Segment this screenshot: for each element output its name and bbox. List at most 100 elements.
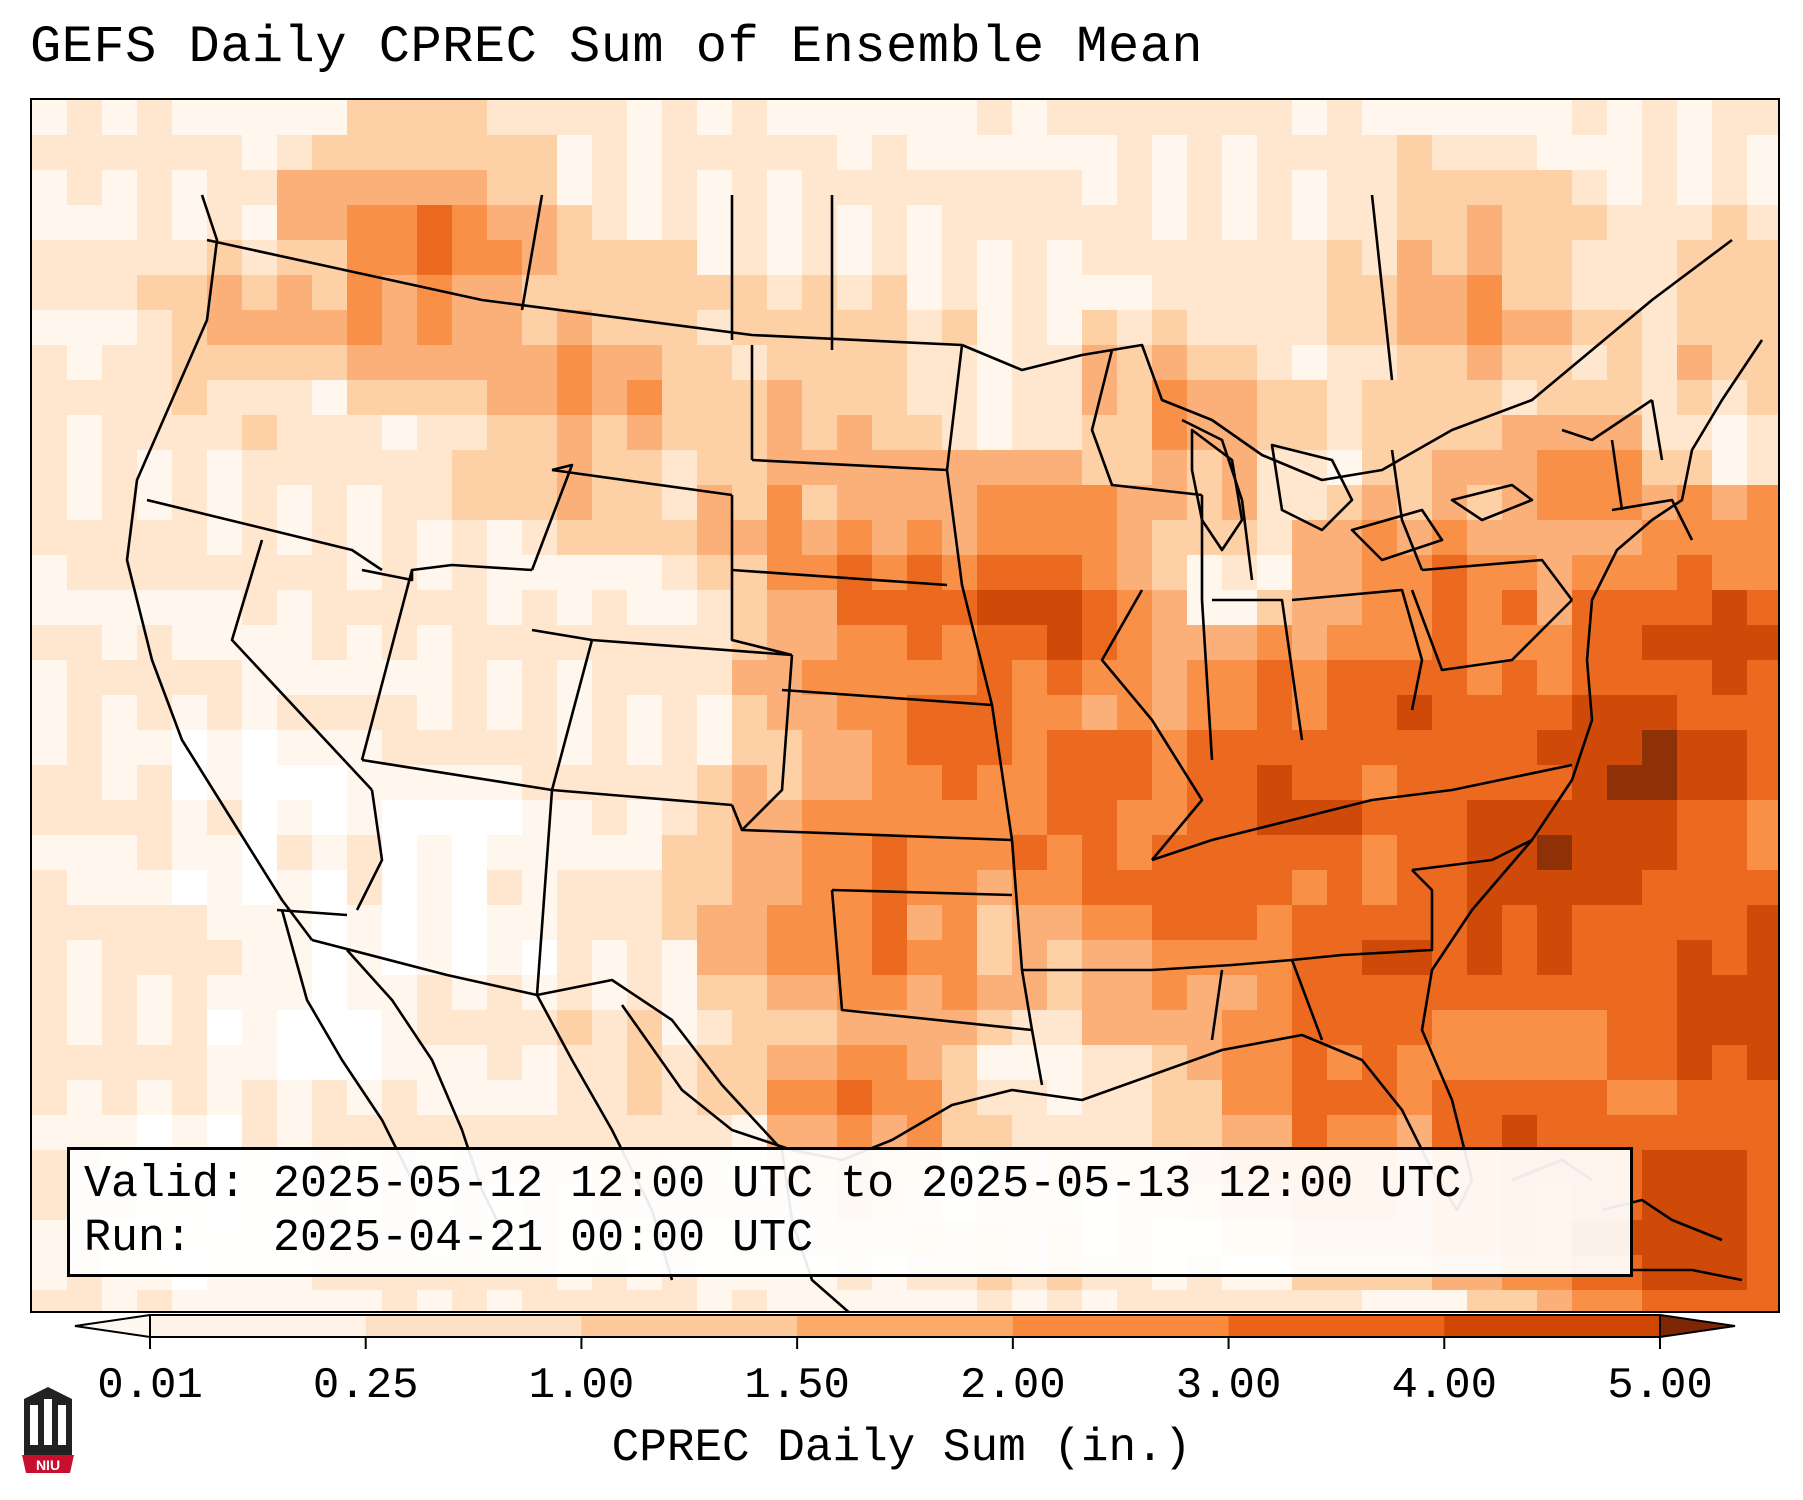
precip-cell [417,695,453,731]
precip-cell [1222,100,1258,136]
precip-cell [277,345,313,381]
precip-cell [767,800,803,836]
precip-cell [137,310,173,346]
precip-cell [487,1010,523,1046]
precip-cell [942,1010,978,1046]
precip-cell [67,415,103,451]
precip-cell [1572,135,1608,171]
precip-cell [67,310,103,346]
precip-cell [837,135,873,171]
precip-cell [1012,1045,1048,1081]
precip-cell [1747,345,1778,381]
precip-cell [1502,975,1538,1011]
precip-cell [172,1290,208,1311]
precip-cell [872,1290,908,1311]
precip-cell [312,170,348,206]
map-title: GEFS Daily CPREC Sum of Ensemble Mean [30,18,1204,77]
precip-cell [1747,240,1778,276]
precip-cell [1257,205,1293,241]
precip-cell [67,765,103,801]
precip-cell [32,520,68,556]
precip-cell [697,625,733,661]
precip-cell [487,485,523,521]
precip-cell [1257,345,1293,381]
precip-cell [1257,835,1293,871]
precip-cell [242,800,278,836]
precip-cell [1292,730,1328,766]
precip-cell [732,135,768,171]
precip-cell [1222,660,1258,696]
precip-cell [1257,1290,1293,1311]
precip-cell [1082,765,1118,801]
precip-cell [977,905,1013,941]
precip-cell [452,870,488,906]
precip-cell [1607,1010,1643,1046]
precip-cell [207,1080,243,1116]
precip-cell [1467,345,1503,381]
precip-cell [487,415,523,451]
precip-cell [732,100,768,136]
precip-cell [1607,590,1643,626]
precip-cell [137,135,173,171]
precip-cell [137,415,173,451]
precip-cell [1047,1290,1083,1311]
precip-cell [557,240,593,276]
precip-cell [522,870,558,906]
precip-cell [1607,1115,1643,1151]
precip-cell [1257,135,1293,171]
precip-cell [1187,590,1223,626]
precip-cell [1362,100,1398,136]
precip-cell [522,1115,558,1151]
precip-cell [1187,310,1223,346]
precip-cell [1642,380,1678,416]
precip-cell [522,660,558,696]
precip-cell [907,835,943,871]
precip-cell [1397,450,1433,486]
precip-cell [1187,1290,1223,1311]
run-value: 2025-04-21 00:00 UTC [273,1213,814,1264]
precip-cell [347,1115,383,1151]
precip-cell [627,520,663,556]
precip-cell [627,1290,663,1311]
precip-cell [1572,100,1608,136]
precip-cell [102,730,138,766]
precip-cell [1187,800,1223,836]
precip-cell [137,1045,173,1081]
colorbar-swatch [797,1315,1014,1337]
precip-cell [102,345,138,381]
precip-cell [1327,940,1363,976]
precip-cell [767,135,803,171]
precip-cell [697,870,733,906]
precip-cell [697,940,733,976]
precip-cell [1082,660,1118,696]
precip-cell [1222,590,1258,626]
precip-cell [522,240,558,276]
precip-cell [1012,310,1048,346]
precip-cell [417,520,453,556]
precip-cell [312,450,348,486]
precip-cell [1292,660,1328,696]
precip-cell [1572,975,1608,1011]
precip-cell [32,1255,68,1291]
precip-cell [102,380,138,416]
precip-cell [1572,1045,1608,1081]
precip-cell [1257,275,1293,311]
precip-cell [662,940,698,976]
precip-cell [1012,345,1048,381]
precip-cell [1362,940,1398,976]
colorbar-tick-label: 2.00 [960,1361,1066,1411]
precip-cell [1397,275,1433,311]
colorbar-extend-low [74,1313,151,1339]
precip-cell [1117,415,1153,451]
precip-cell [907,1045,943,1081]
precip-cell [277,625,313,661]
precip-cell [1712,380,1748,416]
precip-cell [452,275,488,311]
precip-cell [1572,485,1608,521]
precip-cell [1397,800,1433,836]
precip-cell [1712,555,1748,591]
precip-cell [1467,555,1503,591]
precip-cell [1747,1080,1778,1116]
precip-cell [592,1115,628,1151]
precip-cell [872,520,908,556]
